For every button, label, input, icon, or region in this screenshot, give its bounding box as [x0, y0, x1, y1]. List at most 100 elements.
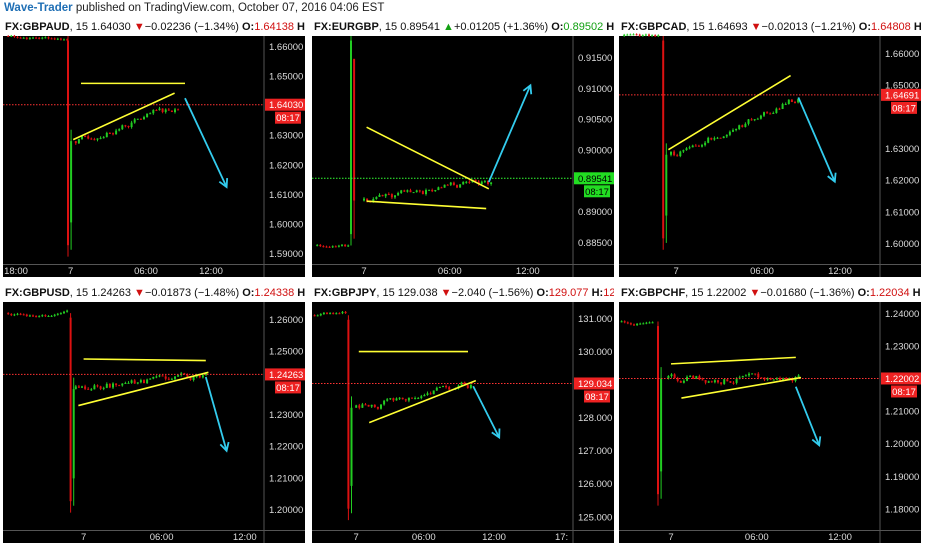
chart-canvas[interactable]: 1.66000 1.65000 1.63000 1.62000 1.61000 1.600… — [3, 19, 305, 277]
chart-panel-eurgbp[interactable]: FX:EURGBP, 15 0.89541 ▲+0.01205 (+1.36%)… — [312, 19, 614, 277]
support-trendline[interactable] — [368, 379, 477, 424]
current-price-label: 1.24263 — [269, 370, 303, 381]
candle-body — [738, 125, 741, 130]
chart-canvas[interactable]: 131.000 130.000 128.000 127.000 126.000 125.0… — [312, 285, 614, 543]
candle-body — [63, 39, 65, 41]
candle-body — [373, 404, 376, 408]
candle-body — [735, 129, 738, 131]
projection-arrow-line[interactable] — [204, 376, 228, 452]
candle-body — [735, 378, 738, 383]
y-tick-label: 1.20000 — [269, 505, 303, 516]
author-name[interactable]: Wave-Trader — [4, 2, 73, 14]
chart-panel-gbpaud[interactable]: FX:GBPAUD, 15 1.64030 ▼−0.02236 (−1.34%)… — [3, 19, 305, 277]
candle-body — [59, 313, 62, 315]
current-price-label: 1.64030 — [269, 100, 303, 111]
change-value: −0.02013 (−1.21%) — [761, 21, 856, 33]
candle-body — [143, 117, 145, 120]
resistance-trendline[interactable] — [670, 356, 796, 365]
x-tick-label: 12:00 — [828, 532, 852, 543]
chart-canvas[interactable]: 1.24000 1.23000 1.21000 1.20000 1.19000 1.180… — [619, 285, 921, 543]
chart-panel-gbpjpy[interactable]: FX:GBPJPY, 15 129.038 ▼−2.040 (−1.56%) O… — [312, 285, 614, 543]
chart-canvas[interactable]: 1.66000 1.65000 1.63000 1.62000 1.61000 1.600… — [619, 19, 921, 277]
y-tick-label: 1.23000 — [885, 341, 919, 352]
candle-body — [676, 155, 679, 157]
chart-canvas[interactable]: 1.26000 1.25000 1.23000 1.22000 1.21000 1.200… — [3, 285, 305, 543]
candle-body — [16, 313, 19, 315]
candle-body — [438, 386, 441, 388]
support-trendline[interactable] — [78, 371, 209, 407]
candle-body — [456, 185, 458, 188]
open-label: O: — [858, 21, 872, 33]
candle-body — [707, 381, 710, 383]
projection-arrow-line[interactable] — [794, 386, 821, 446]
projection-arrow-head-icon — [219, 441, 230, 453]
candle-body — [372, 198, 375, 202]
candle-body — [429, 393, 432, 395]
candle-body — [629, 34, 632, 36]
last-price: 1.22002 — [706, 287, 747, 299]
candle-body — [146, 379, 149, 384]
resistance-trendline[interactable] — [83, 358, 206, 362]
candle-body — [155, 376, 158, 378]
candle-body — [170, 110, 173, 113]
candle-body — [331, 246, 334, 248]
candle-body — [460, 382, 463, 386]
time-badge — [891, 385, 917, 398]
candle-body — [636, 323, 639, 326]
candle-body — [673, 151, 676, 156]
time-badge — [584, 185, 610, 198]
candle-body — [469, 384, 472, 388]
candle-body — [423, 394, 426, 397]
x-tick-label: 06:00 — [412, 532, 436, 543]
support-trendline[interactable] — [667, 74, 792, 151]
candle-body — [115, 130, 118, 135]
chart-canvas[interactable]: 0.91500 0.91000 0.90500 0.90000 0.89000 0.885… — [312, 19, 614, 277]
candle-body — [449, 182, 452, 185]
change-value: +0.01205 (+1.36%) — [453, 21, 549, 33]
candle-body — [161, 375, 164, 377]
candle-body — [380, 404, 382, 409]
last-price: 1.64693 — [707, 21, 748, 33]
chart-title-bar: FX:EURGBP, 15 0.89541 ▲+0.01205 (+1.36%)… — [312, 19, 614, 36]
candle-body — [723, 379, 726, 384]
candle-body — [633, 324, 635, 326]
projection-arrow-line[interactable] — [797, 97, 836, 183]
candle-body — [174, 109, 176, 113]
x-tick-label: 12:00 — [199, 266, 223, 277]
candles-group — [623, 33, 800, 250]
support-trendline[interactable] — [366, 126, 490, 190]
candle-body — [769, 113, 772, 115]
candle-body — [328, 246, 331, 248]
candle-body — [133, 380, 136, 384]
x-tick-label: 7 — [81, 532, 86, 543]
candle-body — [99, 386, 102, 389]
x-tick-label: 7 — [361, 266, 366, 277]
projection-arrow-line[interactable] — [184, 97, 228, 188]
projection-arrow-line[interactable] — [472, 385, 501, 438]
candle-body — [25, 314, 28, 316]
open-value: 1.24338 — [254, 287, 295, 299]
chart-panel-gbpchf[interactable]: FX:GBPCHF, 15 1.22002 ▼−0.01680 (−1.36%)… — [619, 285, 921, 543]
candles-group — [620, 320, 800, 506]
candle-body — [133, 119, 136, 123]
candle-body — [409, 190, 412, 193]
support-trendline[interactable] — [72, 92, 175, 141]
support-trendline[interactable] — [681, 376, 802, 399]
chart-panel-gbpcad[interactable]: FX:GBPCAD, 15 1.64693 ▼−0.02013 (−1.21%)… — [619, 19, 921, 277]
candle-body — [177, 109, 180, 111]
candle-body — [701, 379, 704, 381]
candle-body — [779, 378, 781, 381]
projection-arrow-line[interactable] — [487, 84, 532, 183]
candle-body — [775, 378, 778, 380]
candle-body — [90, 138, 93, 140]
chart-panel-gbpusd[interactable]: FX:GBPUSD, 15 1.24263 ▼−0.01873 (−1.48%)… — [3, 285, 305, 543]
resistance-trendline[interactable] — [366, 200, 487, 210]
open-label: O: — [241, 21, 255, 33]
high-label: H: — [297, 287, 305, 299]
candle-body — [32, 315, 34, 317]
candle-body — [665, 154, 668, 216]
open-value: 1.22034 — [869, 287, 910, 299]
candle-body — [183, 373, 186, 375]
candle-body — [7, 313, 10, 315]
candle-body — [170, 378, 173, 380]
